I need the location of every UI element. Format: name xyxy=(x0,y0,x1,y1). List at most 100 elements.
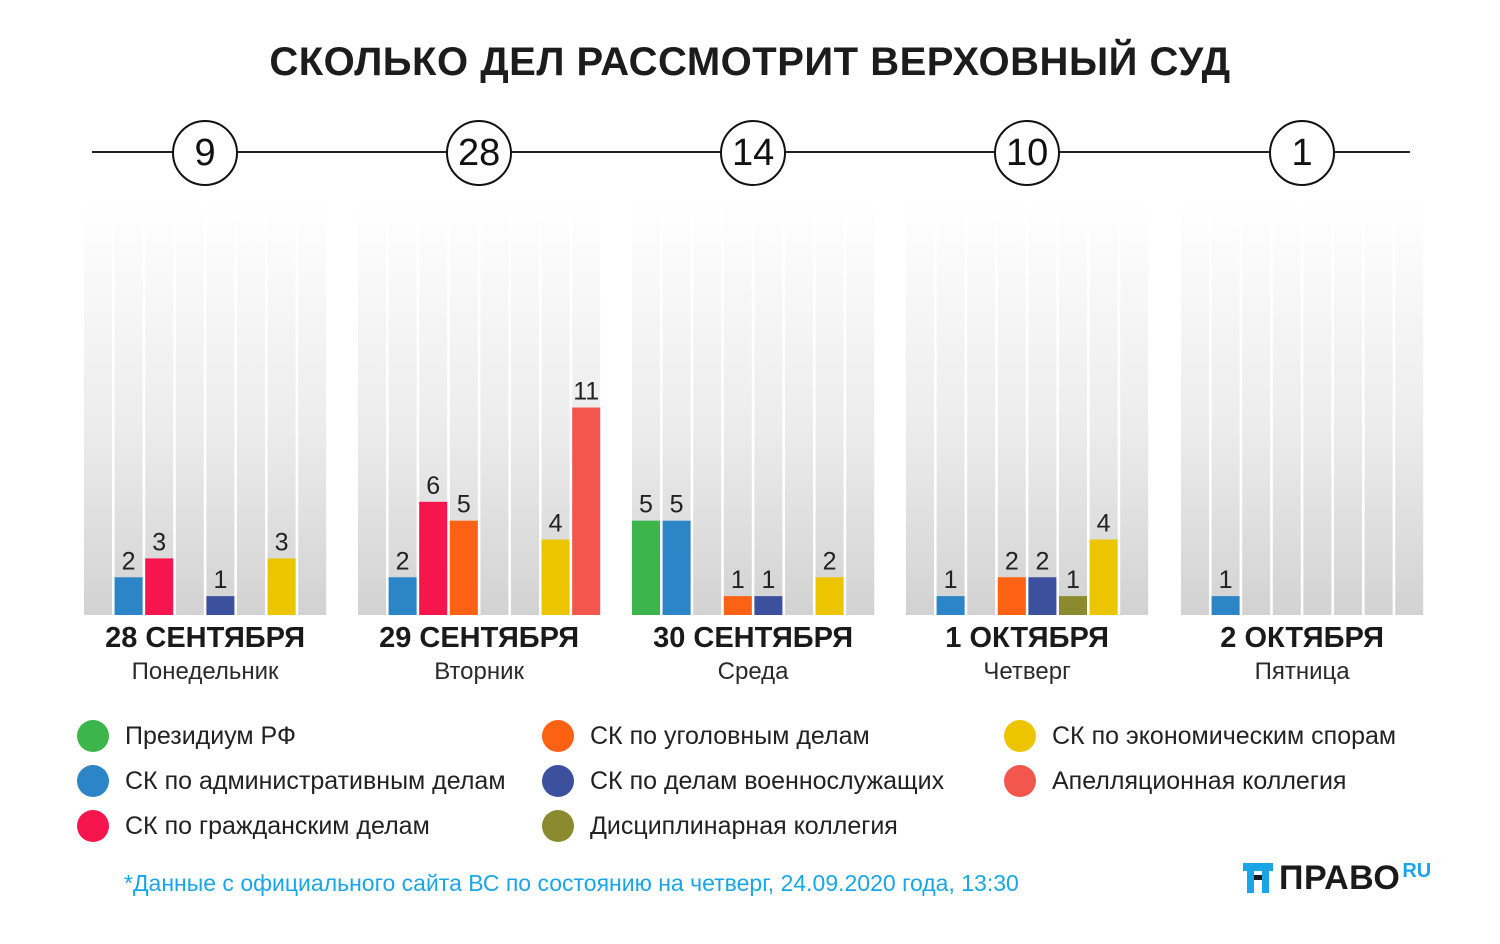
legend-item: СК по уголовным делам xyxy=(542,719,870,753)
column-background xyxy=(1242,200,1271,615)
legend-swatch xyxy=(1004,720,1036,752)
column-background xyxy=(237,200,265,615)
column-background xyxy=(906,200,934,615)
day-weekday: Понедельник xyxy=(131,658,279,685)
bar xyxy=(632,520,660,615)
legend-label: Дисциплинарная коллегия xyxy=(590,811,898,840)
column-background xyxy=(997,200,1026,615)
column-background xyxy=(1303,200,1332,615)
legend-item: Апелляционная коллегия xyxy=(1004,764,1346,798)
column-background xyxy=(84,200,112,615)
column-background xyxy=(846,200,875,615)
bar-value-label: 5 xyxy=(670,491,684,519)
column-background xyxy=(1120,200,1149,615)
bar-value-label: 6 xyxy=(426,472,440,500)
day-total-circle: 14 xyxy=(720,120,787,186)
bar xyxy=(997,577,1026,615)
column-background xyxy=(388,200,417,615)
day-total-circle: 10 xyxy=(994,120,1061,186)
bar-value-label: 2 xyxy=(122,547,136,575)
column-background xyxy=(754,200,783,615)
bar xyxy=(267,558,296,615)
legend-label: СК по гражданским делам xyxy=(125,811,430,840)
column-background xyxy=(785,200,813,615)
column-background xyxy=(967,200,996,615)
logo-text: ПРАВО xyxy=(1279,859,1401,897)
bar-value-label: 2 xyxy=(823,547,837,575)
bar xyxy=(1059,596,1087,615)
column-background xyxy=(723,200,752,615)
bar xyxy=(572,407,601,615)
column-background xyxy=(1395,200,1424,615)
bar-value-label: 1 xyxy=(944,566,958,594)
legend-item: Дисциплинарная коллегия xyxy=(542,809,898,843)
logo-suffix: RU xyxy=(1402,860,1432,882)
footnote: *Данные с официального сайта ВС по состо… xyxy=(124,870,1019,896)
bar xyxy=(1089,539,1118,615)
column-background xyxy=(511,200,539,615)
bar xyxy=(754,596,783,615)
legend-label: Апелляционная коллегия xyxy=(1052,766,1347,795)
legend-label: СК по делам военнослужащих xyxy=(590,766,945,795)
bar-value-label: 3 xyxy=(152,528,166,556)
day-date: 2 ОКТЯБРЯ xyxy=(1220,622,1384,654)
legend-label: СК по уголовным делам xyxy=(590,721,870,750)
column-background xyxy=(1334,200,1362,615)
legend-swatch xyxy=(77,810,109,842)
pravo-logo-icon xyxy=(1243,863,1273,893)
bar xyxy=(723,596,752,615)
legend-item: СК по гражданским делам xyxy=(77,809,430,843)
bar-value-label: 2 xyxy=(1005,547,1019,575)
bar xyxy=(449,520,478,615)
day-date: 1 ОКТЯБРЯ xyxy=(945,622,1109,654)
bar xyxy=(145,558,174,615)
bar xyxy=(1211,596,1240,615)
column-background xyxy=(480,200,509,615)
column-background xyxy=(693,200,722,615)
bar-value-label: 3 xyxy=(275,528,289,556)
bar-value-label: 1 xyxy=(213,566,227,594)
column-background xyxy=(1364,200,1393,615)
legend-item: Президиум РФ xyxy=(77,719,296,753)
day-date: 29 СЕНТЯБРЯ xyxy=(379,622,580,654)
bar-value-label: 2 xyxy=(1035,547,1049,575)
column-background xyxy=(1181,200,1209,615)
column-background xyxy=(1211,200,1240,615)
column-background xyxy=(267,200,296,615)
day-weekday: Вторник xyxy=(434,658,524,685)
legend-item: СК по экономическим спорам xyxy=(1004,719,1396,753)
day-total-circle: 28 xyxy=(446,120,513,186)
bar xyxy=(815,577,844,615)
legend-swatch xyxy=(542,720,574,752)
bar xyxy=(114,577,143,615)
bar-value-label: 1 xyxy=(731,566,745,594)
bar xyxy=(936,596,965,615)
legend-label: СК по административным делам xyxy=(125,766,506,795)
legend-item: СК по делам военнослужащих xyxy=(542,764,944,798)
bar xyxy=(1028,577,1057,615)
legend-swatch xyxy=(77,765,109,797)
bar-value-label: 4 xyxy=(549,510,563,538)
day-total-circle: 1 xyxy=(1269,120,1336,186)
legend-label: СК по экономическим спорам xyxy=(1052,721,1397,750)
column-background xyxy=(1272,200,1301,615)
legend-swatch xyxy=(542,765,574,797)
bar xyxy=(662,520,691,615)
bar-value-label: 5 xyxy=(457,491,471,519)
bar-value-label: 1 xyxy=(1219,566,1233,594)
column-background xyxy=(145,200,174,615)
day-total-circle: 9 xyxy=(172,120,239,186)
day-weekday: Среда xyxy=(717,658,789,685)
column-background xyxy=(815,200,844,615)
legend-swatch xyxy=(77,720,109,752)
column-background xyxy=(206,200,235,615)
bar xyxy=(419,501,448,615)
day-date: 28 СЕНТЯБРЯ xyxy=(105,622,306,654)
column-background xyxy=(358,200,386,615)
bar-value-label: 2 xyxy=(396,547,410,575)
bar-value-label: 1 xyxy=(1066,566,1080,594)
day-weekday: Пятница xyxy=(1254,658,1350,685)
bar xyxy=(388,577,417,615)
column-background xyxy=(114,200,143,615)
